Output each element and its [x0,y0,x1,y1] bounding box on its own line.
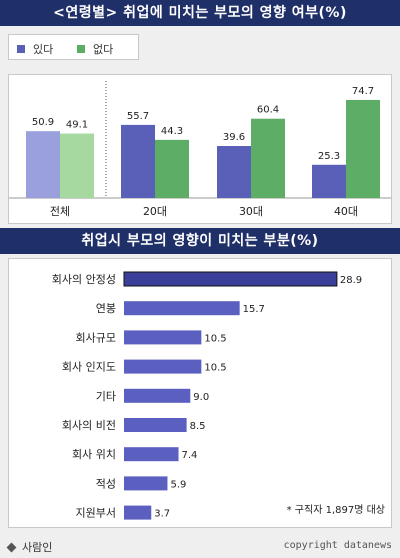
bar-30대-있다 [217,146,251,198]
hbar-value-회사 위치: 7.4 [182,450,198,461]
copyright-label: copyright datanews [283,540,392,551]
chart1-legend: 있다 없다 [8,34,139,60]
legend-item-yes: 있다 [17,41,53,57]
hbar-value-회사의 비전: 8.5 [190,421,206,432]
source-credit: 사람인 [6,539,52,555]
source-label: 사람인 [22,541,53,554]
chart1-panel: 50.9 49.1 전체 55.7 44.3 20대 39.6 60.4 30대 25.3 74.7… [8,74,392,224]
hbar-지원부서 [124,505,152,520]
legend-label-yes: 있다 [33,43,54,56]
hbar-label-회사 위치: 회사 위치 [72,448,116,461]
bar-40대-없다 [346,99,380,198]
legend-item-no: 없다 [77,41,113,57]
category-label-30대: 30대 [239,205,263,218]
chart1-svg: 50.9 49.1 전체 55.7 44.3 20대 39.6 60.4 30대 25.3 74.7… [9,81,391,218]
value-label-40대-있다: 25.3 [318,151,340,162]
hbar-value-기타: 9.0 [193,392,209,403]
hbar-label-회사규모: 회사규모 [76,331,116,344]
value-label-30대-없다: 60.4 [257,105,279,116]
hbar-value-연봉: 15.7 [243,304,265,315]
bar-전체-있다 [26,131,60,198]
survey-note: * 구직자 1,897명 대상 [287,504,385,516]
chart2-panel: 회사의 안정성 28.9 연봉 15.7 회사규모 10.5 회사 인지도 10.5 기타 9.0… [8,258,392,528]
hbar-value-지원부서: 3.7 [154,509,170,520]
bar-20대-없다 [155,139,189,198]
value-label-20대-없다: 44.3 [161,126,183,137]
value-label-전체-없다: 49.1 [66,120,88,131]
hbar-value-회사규모: 10.5 [204,333,226,344]
hbar-회사규모 [124,330,202,345]
bar-전체-없다 [60,133,94,198]
hbar-회사의 비전 [124,418,187,432]
hbar-label-기타: 기타 [96,390,116,403]
diamond-icon [6,542,17,552]
category-label-전체: 전체 [50,205,70,218]
value-label-40대-없다: 74.7 [352,86,374,97]
category-label-20대: 20대 [143,205,167,218]
hbar-기타 [124,388,191,403]
hbar-연봉 [124,301,240,316]
hbar-회사 인지도 [124,359,202,374]
bar-30대-없다 [251,118,285,198]
hbar-value-적성: 5.9 [170,479,186,490]
chart2-svg: 회사의 안정성 28.9 연봉 15.7 회사규모 10.5 회사 인지도 10.5 기타 9.0… [52,271,385,520]
chart2-title: 취업시 부모의 영향이 미치는 부분(%) [0,228,400,254]
legend-swatch-no [77,45,85,53]
legend-label-no: 없다 [93,43,114,56]
hbar-적성 [124,476,168,491]
bar-40대-있다 [312,164,346,198]
category-label-40대: 40대 [334,205,358,218]
hbar-label-회사의 안정성: 회사의 안정성 [52,273,116,286]
hbar-label-회사 인지도: 회사 인지도 [62,361,116,374]
hbar-value-회사 인지도: 10.5 [204,363,226,374]
legend-swatch-yes [17,45,25,53]
value-label-전체-있다: 50.9 [32,117,54,128]
hbar-회사 위치 [124,447,179,462]
chart1-title: <연령별> 취업에 미치는 부모의 영향 여부(%) [0,0,400,26]
hbar-label-회사의 비전: 회사의 비전 [62,419,116,432]
value-label-20대-있다: 55.7 [127,111,149,122]
hbar-label-적성: 적성 [96,477,116,490]
value-label-30대-있다: 39.6 [223,132,245,143]
hbar-label-지원부서: 지원부서 [76,507,116,520]
bar-20대-있다 [121,124,155,198]
hbar-회사의 안정성 [123,271,338,287]
hbar-value-회사의 안정성: 28.9 [340,275,362,286]
hbar-label-연봉: 연봉 [96,302,116,315]
